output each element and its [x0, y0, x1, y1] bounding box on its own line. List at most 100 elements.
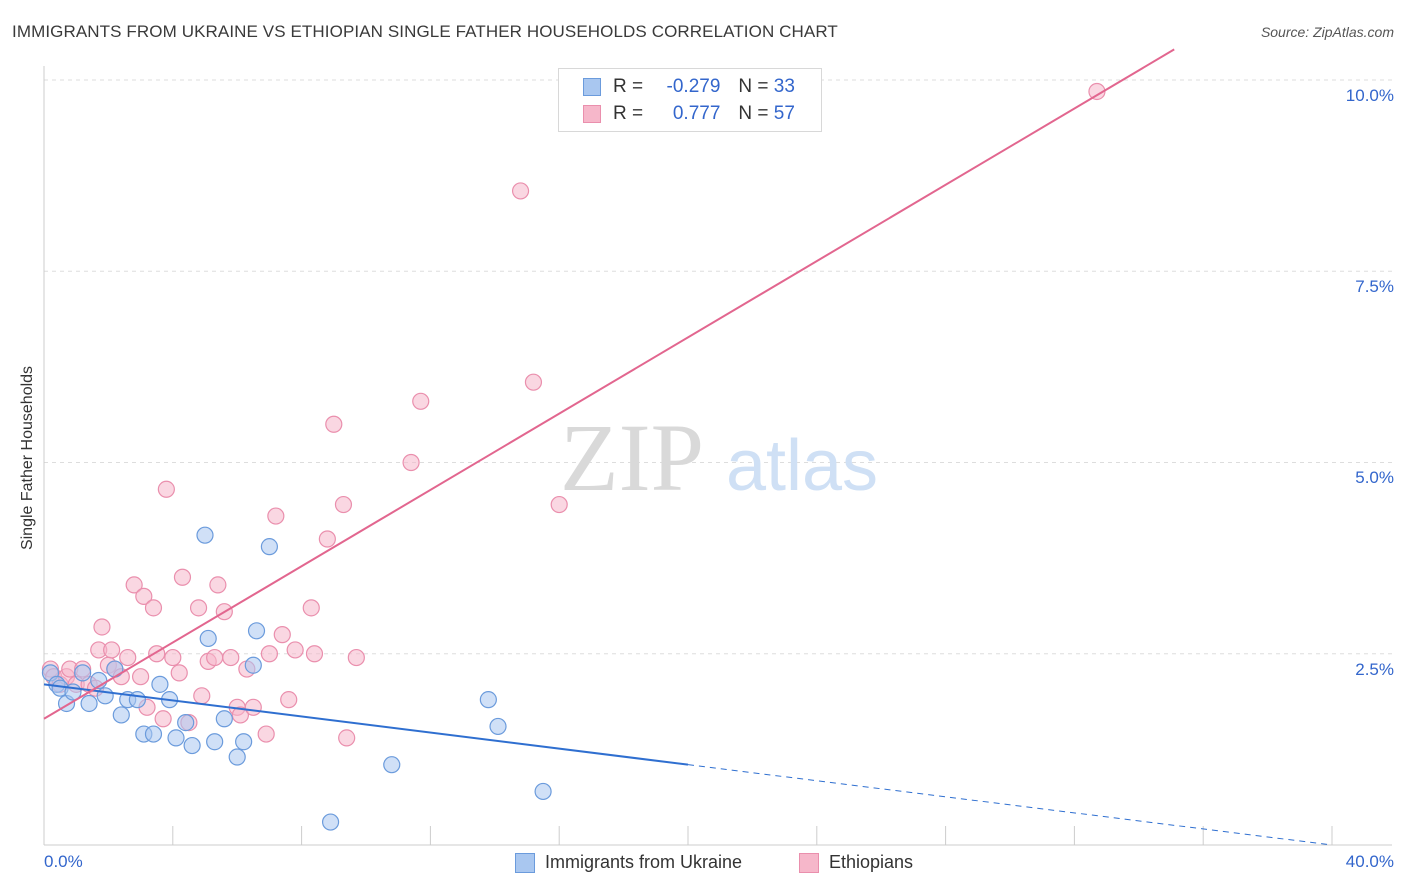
ethiopians-point	[302, 599, 320, 617]
ethiopians-point	[511, 182, 530, 200]
ethiopians-point	[157, 480, 175, 498]
legend-item-ethiopians: Ethiopians	[799, 852, 913, 873]
ukraine-point	[196, 526, 214, 544]
ukraine-points	[41, 526, 552, 831]
ukraine-point	[144, 725, 163, 743]
ukraine-point	[177, 713, 195, 732]
ethiopians-point	[244, 698, 262, 716]
trend-lines	[43, 48, 1333, 846]
source-label: Source: ZipAtlas.com	[1260, 24, 1394, 40]
legend-label-ukraine: Immigrants from Ukraine	[545, 852, 743, 872]
watermark-atlas: atlas	[726, 426, 878, 506]
stats-row-ukraine: R = -0.279 N = 33	[583, 75, 795, 99]
ukraine-point	[199, 629, 217, 648]
axes	[43, 66, 1392, 846]
chart-title: IMMIGRANTS FROM UKRAINE VS ETHIOPIAN SIN…	[12, 22, 838, 41]
ethiopians-point	[189, 599, 208, 617]
ethiopians-legend-swatch	[799, 852, 819, 873]
ethiopians-point	[412, 392, 430, 410]
ethiopians-point	[222, 648, 240, 667]
ukraine-point	[80, 694, 98, 713]
ukraine-point	[235, 733, 253, 751]
ukraine-point	[244, 656, 262, 674]
y-tick-10-0: 10.0%	[1345, 86, 1394, 105]
ukraine-swatch	[583, 78, 601, 96]
stats-row-ethiopians: R = 0.777 N = 57	[583, 102, 795, 126]
ukraine-point	[167, 729, 185, 747]
ukraine-point	[228, 748, 246, 766]
ethiopians-point	[170, 664, 188, 682]
ethiopians-point	[132, 668, 150, 686]
ethiopians-point	[280, 691, 298, 709]
n-value: 33	[773, 76, 795, 97]
ethiopians-point	[119, 648, 137, 667]
ethiopians-point	[135, 587, 153, 605]
ethiopians-point	[193, 687, 211, 705]
legend-item-ukraine: Immigrants from Ukraine	[515, 852, 742, 873]
ethiopians-point	[286, 641, 304, 659]
ethiopians-point	[231, 706, 250, 724]
y-tick-5-0: 5.0%	[1355, 468, 1394, 487]
ethiopians-point	[338, 729, 356, 747]
ukraine-point	[383, 756, 401, 774]
ukraine-point	[74, 664, 92, 682]
series-legend: Immigrants from Ukraine Ethiopians	[0, 852, 1406, 876]
grid-lines	[44, 79, 1392, 655]
ethiopians-point	[334, 495, 353, 514]
ethiopians-point	[325, 415, 343, 433]
ethiopians-point	[550, 495, 568, 514]
x-tick-max: 40.0%	[1345, 852, 1394, 871]
ethiopians-point	[206, 648, 224, 667]
r-value: 0.777	[672, 103, 721, 124]
ethiopians-point	[260, 645, 278, 663]
ukraine-trend-line	[43, 683, 689, 766]
ethiopians-point	[318, 530, 336, 548]
ethiopians-trend-line	[43, 48, 1175, 720]
ukraine-point	[260, 538, 278, 556]
ethiopians-point	[273, 626, 291, 644]
legend-label-ethiopians: Ethiopians	[829, 852, 914, 872]
ethiopians-point	[154, 710, 172, 728]
ukraine-point	[128, 691, 146, 709]
ukraine-point	[151, 675, 169, 693]
y-tick-2-5: 2.5%	[1355, 660, 1394, 679]
ukraine-point	[215, 710, 233, 728]
ethiopians-swatch	[583, 105, 601, 123]
ukraine-point	[479, 691, 497, 709]
r-value: -0.279	[666, 76, 721, 97]
ukraine-point	[534, 782, 552, 801]
watermark: ZIP atlas	[560, 404, 878, 511]
y-tick-7-5: 7.5%	[1355, 277, 1394, 296]
x-tick-min: 0.0%	[44, 852, 83, 871]
ukraine-legend-swatch	[515, 852, 535, 873]
ethiopians-point	[347, 648, 365, 667]
ukraine-point	[206, 733, 224, 751]
watermark-zip: ZIP	[560, 404, 704, 511]
ukraine-point	[183, 736, 201, 755]
ukraine-point	[321, 813, 340, 831]
ethiopians-point	[93, 618, 111, 636]
ukraine-point	[96, 687, 114, 705]
n-label: N =	[738, 103, 769, 124]
stats-legend: R = -0.279 N = 33 R = 0.777 N = 57	[558, 68, 822, 132]
ethiopians-point	[524, 373, 543, 391]
ethiopians-point	[173, 568, 192, 586]
ethiopians-point	[144, 599, 163, 617]
n-label: N =	[738, 76, 769, 97]
ethiopians-point	[209, 576, 227, 594]
ethiopians-point	[257, 725, 275, 743]
ukraine-point	[489, 717, 507, 736]
ethiopians-point	[267, 507, 285, 525]
ethiopians-point	[402, 453, 420, 472]
r-label: R =	[613, 103, 644, 124]
ethiopians-point	[164, 648, 182, 667]
ukraine-point	[247, 622, 266, 640]
r-label: R =	[613, 76, 644, 97]
ethiopians-point	[305, 645, 324, 663]
ukraine-point	[112, 706, 130, 724]
ethiopians-point	[103, 641, 121, 659]
n-value: 57	[773, 103, 795, 124]
ethiopians-point	[125, 576, 143, 594]
ukraine-trend-extension	[687, 764, 1333, 846]
